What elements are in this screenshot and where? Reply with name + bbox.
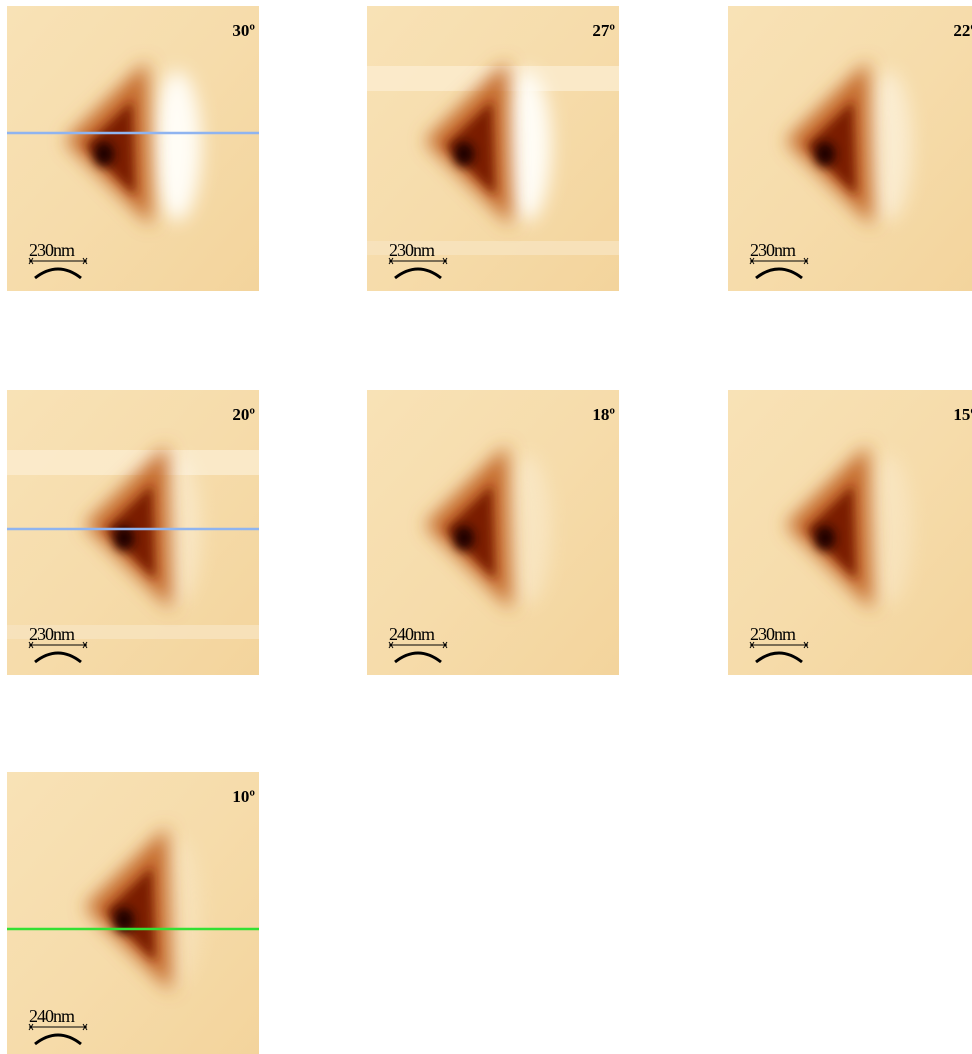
bright-lobe — [153, 71, 201, 221]
core — [815, 142, 835, 166]
core — [454, 142, 474, 166]
angle-label: 10º — [232, 787, 255, 806]
angle-label: 30º — [232, 21, 255, 40]
core — [815, 526, 835, 550]
angle-label: 15º — [953, 405, 972, 424]
scan-band — [7, 450, 259, 475]
afm-image: 27º 230nm — [367, 6, 619, 291]
scale-label: 230nm — [750, 240, 796, 260]
afm-image: 20º 230nm — [7, 390, 259, 675]
core — [94, 142, 114, 166]
scale-label: 230nm — [389, 240, 435, 260]
afm-image: 10º 240nm — [7, 772, 259, 1054]
figure: 30º 230nm 27º 230nm 22º 230nm 20º 230nm 18º 240nm… — [0, 0, 972, 1054]
scale-label: 230nm — [29, 240, 75, 260]
core — [454, 526, 474, 550]
angle-label: 22º — [953, 21, 972, 40]
scale-label: 230nm — [29, 624, 75, 644]
angle-label: 18º — [592, 405, 615, 424]
afm-image: 18º 240nm — [367, 390, 619, 675]
scale-label: 230nm — [750, 624, 796, 644]
afm-image: 22º 230nm — [728, 6, 972, 291]
afm-image: 30º 230nm — [7, 6, 259, 291]
scale-label: 240nm — [29, 1006, 75, 1026]
scale-label: 240nm — [389, 624, 435, 644]
angle-label: 27º — [592, 21, 615, 40]
angle-label: 20º — [232, 405, 255, 424]
afm-image: 15º 230nm — [728, 390, 972, 675]
